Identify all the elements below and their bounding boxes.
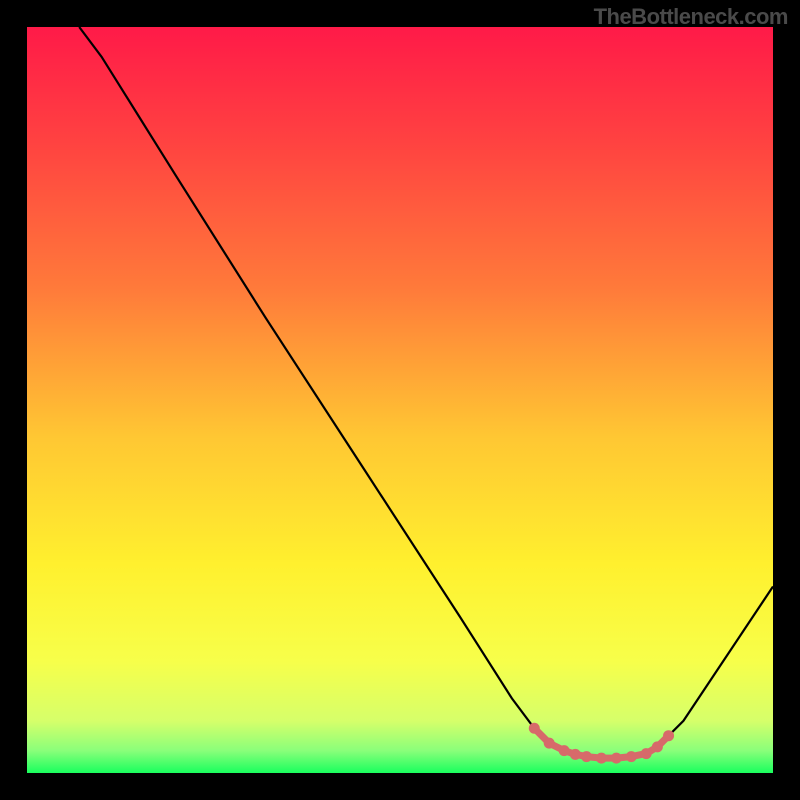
highlight-marker <box>570 749 581 760</box>
highlight-marker <box>581 751 592 762</box>
highlight-marker <box>641 748 652 759</box>
highlight-marker <box>663 730 674 741</box>
bottleneck-curve <box>79 27 773 758</box>
highlight-marker <box>559 745 570 756</box>
highlight-marker <box>596 753 607 764</box>
highlight-marker <box>652 741 663 752</box>
highlight-marker <box>611 753 622 764</box>
optimal-range-markers <box>529 723 674 764</box>
highlight-marker <box>544 738 555 749</box>
chart-svg <box>27 27 773 773</box>
plot-area <box>27 27 773 773</box>
highlight-marker <box>626 751 637 762</box>
highlight-marker <box>529 723 540 734</box>
